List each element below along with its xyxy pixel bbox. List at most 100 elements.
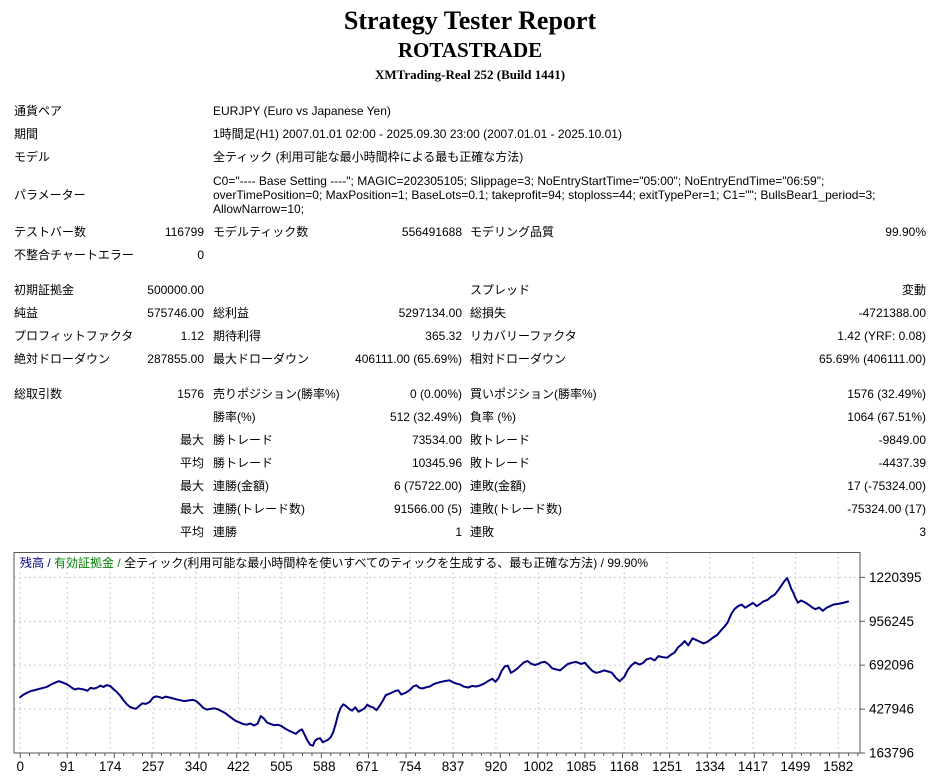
x-axis-label: 1002 <box>523 759 553 774</box>
stat-label: 最大ドローダウン <box>213 352 310 366</box>
table-row: パラメーター C0="---- Base Setting ----"; MAGIC… <box>0 169 940 221</box>
stat-value: 1576 <box>177 387 204 401</box>
legend-balance: 残高 <box>20 556 45 570</box>
stat-value: 平均 <box>179 456 204 470</box>
stat-label: 連勝 <box>213 525 238 539</box>
x-axis-label: 257 <box>142 759 165 774</box>
x-axis-label: 754 <box>399 759 422 774</box>
stat-value: 99.90% <box>885 225 926 239</box>
stat-value: 最大 <box>179 479 204 493</box>
equity-chart: 0 91 174 257 340 422 505 588 671 754 837 920 1002 108… <box>0 552 940 783</box>
stat-value: 0 (0.00%) <box>409 387 462 401</box>
stat-label: 連敗 <box>470 525 495 539</box>
table-row: プロフィットファクタ 1.12 期待利得 365.32 リカバリーファクタ 1.42 (Y… <box>0 325 940 348</box>
stat-label: 買いポジション(勝率%) <box>470 387 597 401</box>
stat-label: モデルティック数 <box>213 225 309 239</box>
legend-separator: / <box>44 556 55 570</box>
x-axis-label: 1251 <box>652 759 682 774</box>
y-axis-label: 1220395 <box>869 570 922 585</box>
stat-label: 相対ドローダウン <box>470 352 567 366</box>
stat-label: スプレッド <box>470 283 531 297</box>
stat-label: 連敗(トレード数) <box>470 502 562 516</box>
stat-label: 不整合チャートエラー <box>14 248 134 262</box>
y-axis-label: 956245 <box>869 614 914 629</box>
stat-label: 期待利得 <box>213 329 262 343</box>
stat-label: 全ティック (利用可能な最小時間枠による最も正確な方法) <box>213 150 524 164</box>
table-row: 平均 連勝 1 連敗 3 <box>0 521 940 544</box>
stat-label: 総損失 <box>470 306 507 320</box>
stat-value: 変動 <box>901 283 926 297</box>
table-row: 平均 勝トレード 10345.96 敗トレード -4437.39 <box>0 452 940 475</box>
stat-value: 1.12 <box>180 329 204 343</box>
balance-line <box>19 577 850 747</box>
stat-label: 連勝(金額) <box>213 479 269 493</box>
stat-label: モデリング品質 <box>470 225 555 239</box>
stat-label: 勝トレード <box>213 456 274 470</box>
table-row: 勝率(%) 512 (32.49%) 負率 (%) 1064 (67.51%) <box>0 406 940 429</box>
stat-label: 売りポジション(勝率%) <box>213 387 340 401</box>
stat-value: 最大 <box>179 502 204 516</box>
plot-border <box>13 552 861 754</box>
stat-value: -9849.00 <box>878 433 926 447</box>
x-axis-label: 1417 <box>738 759 768 774</box>
stat-value: 1 <box>455 525 462 539</box>
x-axis-label: 505 <box>270 759 293 774</box>
table-row: 期間 1時間足(H1) 2007.01.01 02:00 - 2025.09.30… <box>0 123 940 146</box>
table-row: 最大 勝トレード 73534.00 敗トレード -9849.00 <box>0 429 940 452</box>
x-axis-label: 837 <box>442 759 465 774</box>
x-axis-label: 91 <box>60 759 75 774</box>
table-row: 最大 連勝(トレード数) 91566.00 (5) 連敗(トレード数) -75324.0… <box>0 498 940 521</box>
chart-legend: 残高 / 有効証拠金 / 全ティック(利用可能な最小時間枠を使いすべてのティック… <box>20 554 648 571</box>
stat-label: 通貨ペア <box>14 104 63 118</box>
stat-label: 初期証拠金 <box>14 283 75 297</box>
stat-label: 敗トレード <box>470 456 531 470</box>
x-axis-label: 1334 <box>695 759 726 774</box>
stat-label: 1時間足(H1) 2007.01.01 02:00 - 2025.09.30 2… <box>213 127 622 141</box>
server-build: XMTrading-Real 252 (Build 1441) <box>374 67 566 82</box>
stat-label: プロフィットファクタ <box>14 329 134 343</box>
stat-value: 17 (-75324.00) <box>847 479 926 493</box>
x-axis-label: 174 <box>99 759 122 774</box>
y-axis-label: 163796 <box>869 746 914 761</box>
stat-value: 1064 (67.51%) <box>847 410 926 424</box>
table-row: 総取引数 1576 売りポジション(勝率%) 0 (0.00%) 買いポジション(勝率%… <box>0 383 940 406</box>
stat-label: 絶対ドローダウン <box>14 352 111 366</box>
stat-value: 最大 <box>179 433 204 447</box>
table-row: 絶対ドローダウン 287855.00 最大ドローダウン 406111.00 (65.6… <box>0 348 940 371</box>
stat-value: 平均 <box>179 525 204 539</box>
stat-value: 6 (75722.00) <box>393 479 462 493</box>
y-axis-label: 692096 <box>869 658 914 673</box>
y-axis-label: 427946 <box>869 702 914 717</box>
table-row: 通貨ペア EURJPY (Euro vs Japanese Yen) <box>0 100 940 123</box>
stat-label: C0="---- Base Setting ----"; MAGIC=20230… <box>213 174 876 216</box>
x-axis-label: 340 <box>185 759 208 774</box>
stat-label: 連勝(トレード数) <box>213 502 305 516</box>
stat-label: 勝率(%) <box>213 410 256 424</box>
table-row: 不整合チャートエラー 0 <box>0 244 940 267</box>
stat-value: 512 (32.49%) <box>389 410 462 424</box>
stat-label: 負率 (%) <box>470 410 516 424</box>
stat-label: リカバリーファクタ <box>470 329 577 343</box>
x-axis-label: 1085 <box>566 759 596 774</box>
table-row: モデル 全ティック (利用可能な最小時間枠による最も正確な方法) <box>0 146 940 169</box>
x-axis-label: 0 <box>16 759 24 774</box>
stat-label: EURJPY (Euro vs Japanese Yen) <box>213 104 391 118</box>
x-axis-label: 1582 <box>823 759 853 774</box>
legend-equity: 有効証拠金 <box>54 556 115 570</box>
stat-label: 敗トレード <box>470 433 531 447</box>
stat-label: 総取引数 <box>14 387 63 401</box>
expert-name: ROTASTRADE <box>397 38 543 62</box>
x-axis-label: 920 <box>485 759 508 774</box>
table-row: 純益 575746.00 総利益 5297134.00 総損失 -4721388.00 <box>0 302 940 325</box>
legend-separator: / <box>114 556 125 570</box>
x-axis-label: 1168 <box>610 759 639 774</box>
stat-value: 287855.00 <box>147 352 204 366</box>
stat-value: 1.42 (YRF: 0.08) <box>837 329 926 343</box>
stat-value: 1576 (32.49%) <box>847 387 926 401</box>
stat-label: 総利益 <box>213 306 250 320</box>
legend-model: 全ティック(利用可能な最小時間枠を使いすべてのティックを生成する、最も正確な方法… <box>124 556 598 570</box>
stat-label: 勝トレード <box>213 433 274 447</box>
table-row: 最大 連勝(金額) 6 (75722.00) 連敗(金額) 17 (-75324.00) <box>0 475 940 498</box>
stat-label: 連敗(金額) <box>470 479 526 493</box>
